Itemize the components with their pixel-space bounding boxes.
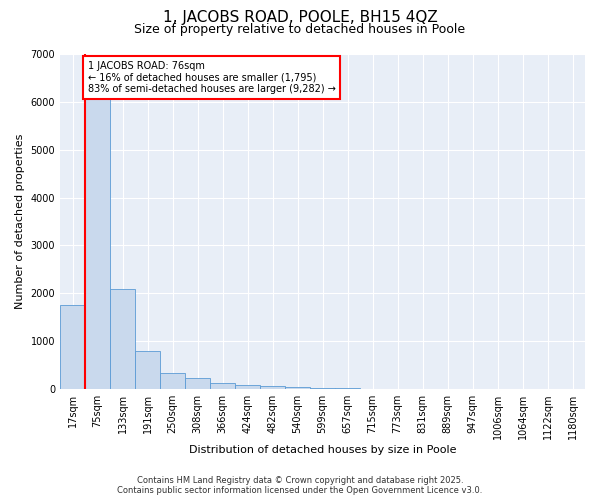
Bar — [160, 374, 185, 389]
Bar — [60, 306, 85, 389]
Y-axis label: Number of detached properties: Number of detached properties — [15, 134, 25, 309]
X-axis label: Distribution of detached houses by size in Poole: Distribution of detached houses by size … — [189, 445, 456, 455]
Bar — [285, 387, 310, 389]
Bar — [85, 92, 110, 389]
Text: 1 JACOBS ROAD: 76sqm
← 16% of detached houses are smaller (1,795)
83% of semi-de: 1 JACOBS ROAD: 76sqm ← 16% of detached h… — [88, 61, 335, 94]
Text: Size of property relative to detached houses in Poole: Size of property relative to detached ho… — [134, 22, 466, 36]
Bar — [310, 388, 335, 389]
Bar — [210, 383, 235, 389]
Text: 1, JACOBS ROAD, POOLE, BH15 4QZ: 1, JACOBS ROAD, POOLE, BH15 4QZ — [163, 10, 437, 25]
Bar — [260, 386, 285, 389]
Bar — [135, 351, 160, 389]
Bar — [235, 386, 260, 389]
Text: Contains HM Land Registry data © Crown copyright and database right 2025.
Contai: Contains HM Land Registry data © Crown c… — [118, 476, 482, 495]
Bar — [185, 378, 210, 389]
Bar — [110, 288, 135, 389]
Bar — [335, 388, 360, 389]
